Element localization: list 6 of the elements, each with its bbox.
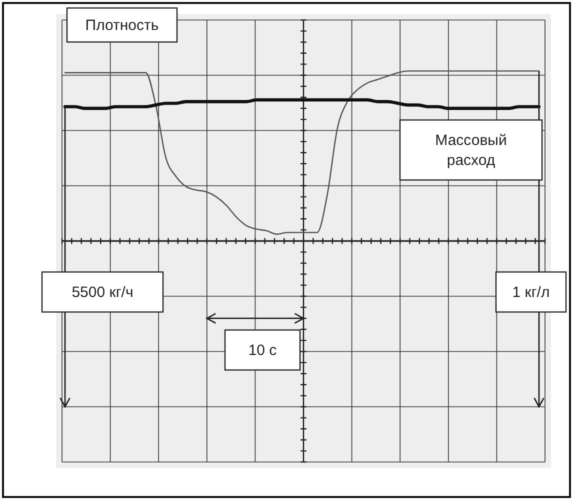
label-box: 10 с [224,329,301,371]
label-box: Плотность [66,7,178,43]
label-box: Массовый расход [399,119,543,181]
label-box: 1 кг/л [495,271,567,313]
series-label: Массовый расход [435,132,507,169]
label-box: 5500 кг/ч [41,271,164,313]
